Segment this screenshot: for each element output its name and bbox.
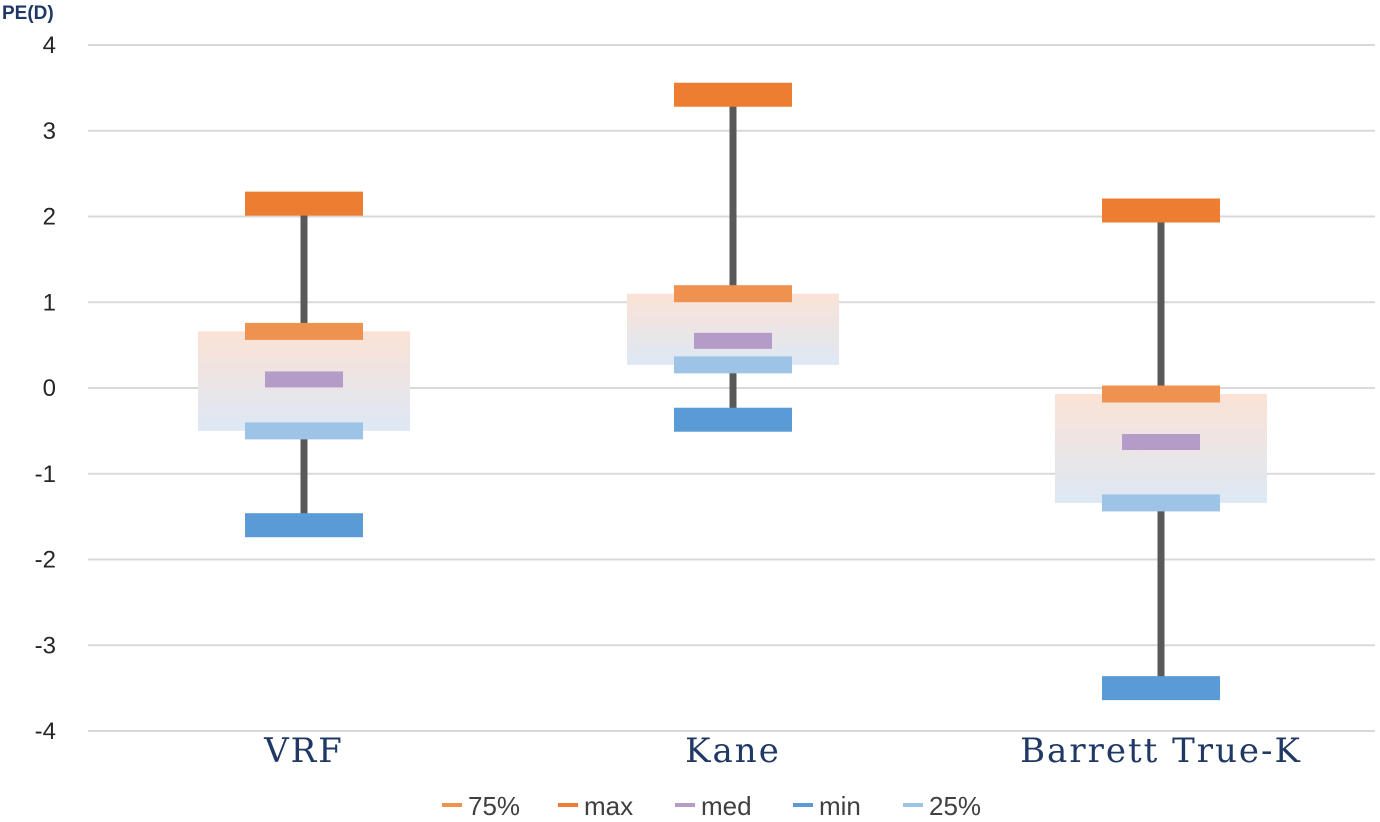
q1-marker [674, 356, 792, 374]
legend-label: 25% [929, 791, 981, 821]
legend-swatch [903, 803, 923, 807]
box-group [198, 191, 410, 538]
y-tick-label: 2 [43, 204, 56, 231]
y-axis-ticks: 4 3 2 1 0 -1 -2 -3 -4 [35, 32, 56, 745]
y-tick-label: -4 [35, 718, 56, 745]
y-tick-label: 0 [43, 375, 56, 402]
legend-item: 25% [903, 791, 981, 821]
legend-label: 75% [468, 791, 520, 821]
y-tick-label: 4 [43, 32, 56, 59]
q3-marker [1102, 385, 1220, 403]
max-marker [245, 191, 363, 216]
q3-marker [674, 285, 792, 303]
legend-swatch [793, 803, 813, 807]
legend-label: max [584, 791, 633, 821]
x-tick-label: Kane [685, 731, 781, 771]
q3-marker [245, 322, 363, 340]
legend-item: 75% [442, 791, 520, 821]
legend-swatch [558, 803, 578, 807]
legend-swatch [675, 803, 695, 807]
box-group [1055, 198, 1267, 701]
median-marker [265, 371, 343, 388]
max-marker [1102, 198, 1220, 223]
q1-marker [1102, 494, 1220, 512]
legend-label: min [819, 791, 861, 821]
legend-item: max [558, 791, 633, 821]
boxes [198, 82, 1267, 701]
min-marker [1102, 676, 1220, 701]
legend-label: med [701, 791, 752, 821]
y-axis-label: PE(D) [2, 3, 54, 24]
y-tick-label: -1 [35, 461, 56, 488]
box-group [627, 82, 839, 432]
min-marker [674, 407, 792, 432]
legend-item: med [675, 791, 752, 821]
q1-marker [245, 422, 363, 440]
y-tick-label: 3 [43, 118, 56, 145]
min-marker [245, 513, 363, 538]
y-tick-label: -2 [35, 547, 56, 574]
x-axis-ticks: VRF Kane Barrett True-K [263, 731, 1302, 771]
legend-swatch [442, 803, 462, 807]
legend: 75% max med min 25% [442, 791, 981, 821]
box-body [627, 293, 839, 365]
legend-item: min [793, 791, 861, 821]
y-tick-label: 1 [43, 289, 56, 316]
median-marker [1122, 434, 1200, 451]
x-tick-label: VRF [263, 731, 344, 771]
max-marker [674, 82, 792, 107]
x-tick-label: Barrett True-K [1020, 731, 1302, 771]
median-marker [694, 332, 772, 349]
y-tick-label: -3 [35, 632, 56, 659]
